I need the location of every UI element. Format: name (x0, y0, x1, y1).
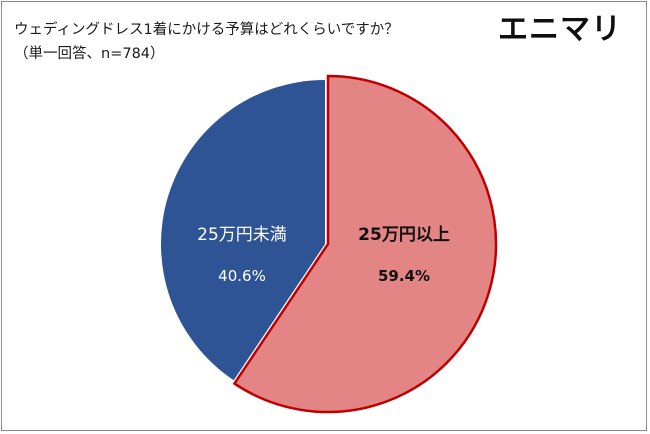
value-label-over-250k: 59.4% (378, 267, 430, 285)
pie-slice-over-250k (232, 74, 498, 414)
chart-title: ウェディングドレス1着にかける予算はどれくらいですか？ (14, 22, 399, 38)
chart-subtitle: （単一回答、n=784） (14, 46, 165, 62)
category-label-under-250k: 25万円未満 (197, 225, 287, 245)
category-label-over-250k: 25万円以上 (358, 225, 450, 245)
pie-slice-under-250k (160, 79, 325, 381)
value-label-under-250k: 40.6% (218, 267, 266, 285)
brand-logo: エニマリ (498, 12, 622, 47)
